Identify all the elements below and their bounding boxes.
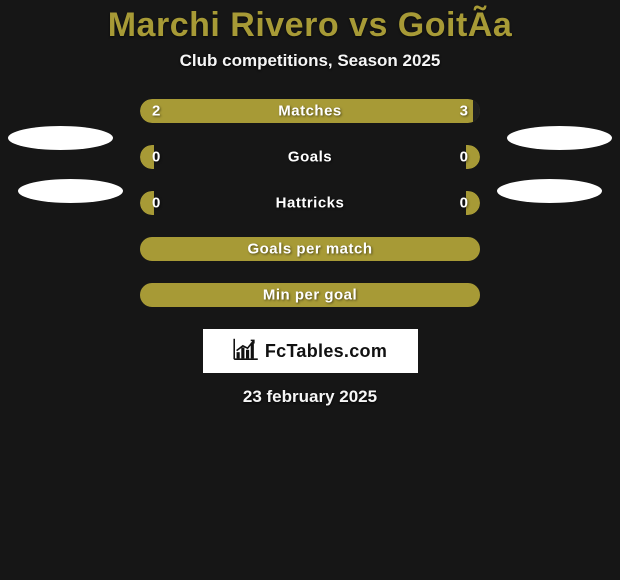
bar-matches-fill-left [140, 99, 276, 123]
bar-hattricks-value-right: 0 [460, 195, 468, 212]
bar-hattricks-value-left: 0 [152, 195, 160, 212]
bar-goals-value-left: 0 [152, 149, 160, 166]
bar-goals-value-right: 0 [460, 149, 468, 166]
bar-hattricks-fill-right [466, 191, 480, 215]
bar-hattricks-label: Hattricks [276, 195, 345, 212]
bar-goals: 0 Goals 0 [140, 145, 480, 169]
page-subtitle: Club competitions, Season 2025 [0, 51, 620, 71]
bar-goals-per-match-label: Goals per match [247, 241, 372, 258]
container: Marchi Rivero vs GoitÃa Club competition… [0, 0, 620, 580]
bar-matches-value-left: 2 [152, 103, 160, 120]
bar-matches-label: Matches [278, 103, 342, 120]
bar-hattricks: 0 Hattricks 0 [140, 191, 480, 215]
bar-goals-label: Goals [288, 149, 332, 166]
stat-bars: 2 Matches 3 0 Goals 0 0 Hattricks 0 Goal… [140, 99, 480, 307]
bar-goals-fill-right [466, 145, 480, 169]
bar-matches-cap-right [473, 99, 480, 123]
bar-min-per-goal: Min per goal [140, 283, 480, 307]
brand-box: FcTables.com [203, 329, 418, 373]
player-left-ellipse-2 [18, 179, 123, 203]
brand-chart-icon [233, 338, 259, 365]
footer-date: 23 february 2025 [0, 387, 620, 407]
bar-matches: 2 Matches 3 [140, 99, 480, 123]
bar-matches-value-right: 3 [460, 103, 468, 120]
player-left-ellipse-1 [8, 126, 113, 150]
bar-goals-per-match: Goals per match [140, 237, 480, 261]
player-right-ellipse-2 [497, 179, 602, 203]
player-right-ellipse-1 [507, 126, 612, 150]
bar-min-per-goal-label: Min per goal [263, 287, 357, 304]
page-title: Marchi Rivero vs GoitÃa [0, 0, 620, 51]
brand-text: FcTables.com [265, 341, 387, 362]
